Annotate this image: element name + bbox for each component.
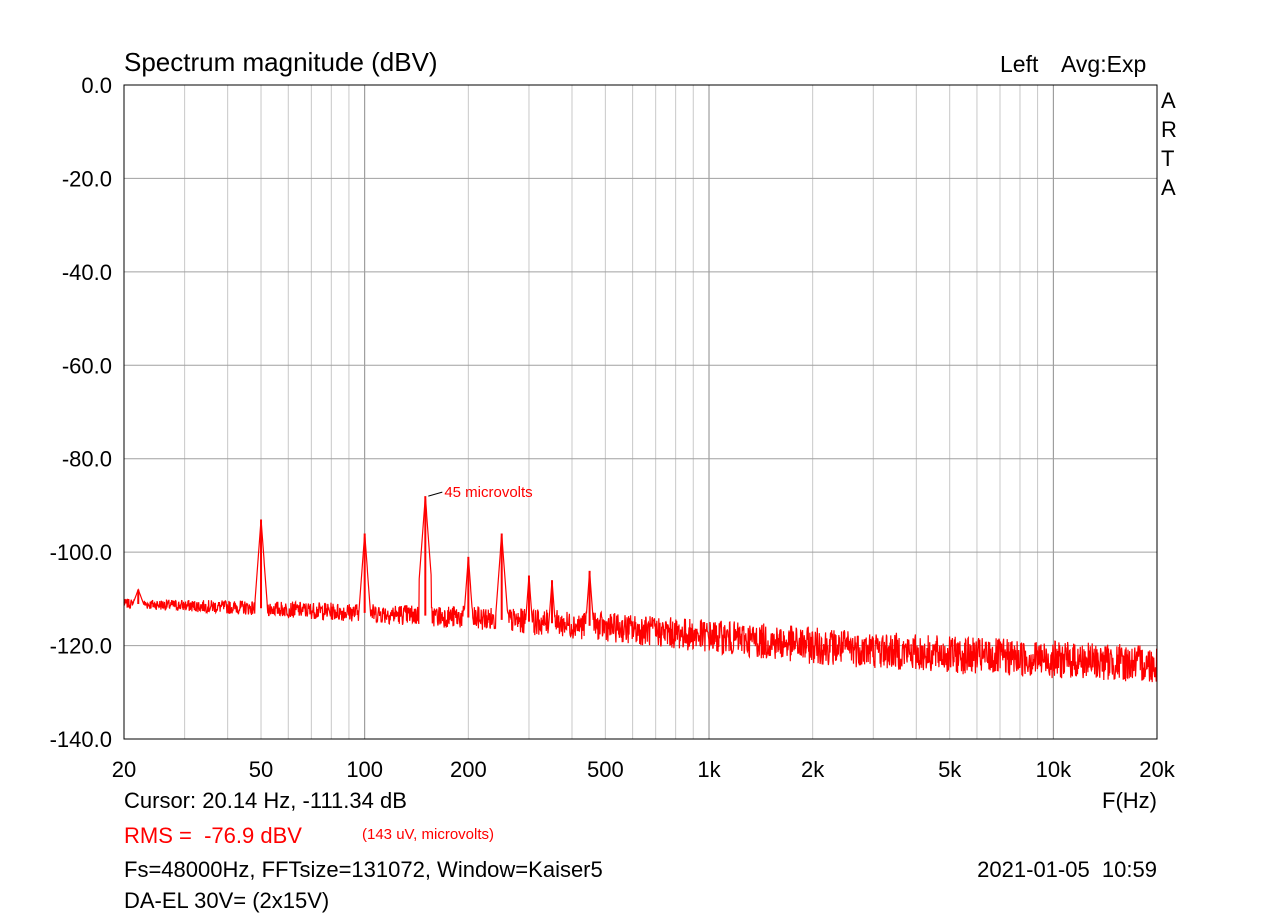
x-tick-label: 100 xyxy=(346,757,383,782)
chart-title: Spectrum magnitude (dBV) xyxy=(124,47,438,77)
y-tick-label: -20.0 xyxy=(62,166,112,191)
spectrum-trace xyxy=(123,496,1158,683)
device-description: DA-EL 30V= (2x15V) xyxy=(124,888,329,913)
y-tick-label: -80.0 xyxy=(62,447,112,472)
y-tick-label: -140.0 xyxy=(50,727,112,752)
x-tick-label: 20k xyxy=(1139,757,1175,782)
x-tick-label: 10k xyxy=(1036,757,1072,782)
averaging-label: Avg:Exp xyxy=(1061,51,1146,77)
annotation-text: 45 microvolts xyxy=(444,484,532,501)
x-axis-label: F(Hz) xyxy=(1102,788,1157,813)
x-tick-label: 5k xyxy=(938,757,962,782)
y-tick-label: -100.0 xyxy=(50,540,112,565)
measurement-datetime: 2021-01-05 10:59 xyxy=(977,857,1157,882)
x-tick-label: 50 xyxy=(249,757,273,782)
x-axis-ticks: 20 50 100 200 500 1k 2k 5k 10k 20k xyxy=(112,757,1176,782)
y-tick-label: -40.0 xyxy=(62,260,112,285)
y-tick-label: -120.0 xyxy=(50,634,112,659)
rms-value: RMS = -76.9 dBV xyxy=(124,823,302,848)
spectrum-line xyxy=(123,498,1158,683)
arta-logo: A R T A xyxy=(1161,88,1183,200)
y-tick-label: -60.0 xyxy=(62,353,112,378)
plot-frame xyxy=(123,84,1158,740)
y-tick-label: 0.0 xyxy=(81,73,112,98)
x-tick-label: 2k xyxy=(801,757,825,782)
x-tick-label: 20 xyxy=(112,757,136,782)
x-tick-label: 500 xyxy=(587,757,624,782)
x-tick-label: 1k xyxy=(697,757,721,782)
channel-label: Left xyxy=(1000,51,1039,77)
peak-annotation: 45 microvolts xyxy=(428,484,533,501)
x-tick-label: 200 xyxy=(450,757,487,782)
annotation-leader xyxy=(428,491,443,497)
cursor-readout: Cursor: 20.14 Hz, -111.34 dB xyxy=(124,788,407,813)
rms-note: (143 uV, microvolts) xyxy=(362,826,494,843)
y-axis-ticks: 0.0 -20.0 -40.0 -60.0 -80.0 -100.0 -120.0 -140.… xyxy=(50,73,112,752)
analysis-settings: Fs=48000Hz, FFTsize=131072, Window=Kaise… xyxy=(124,857,603,882)
